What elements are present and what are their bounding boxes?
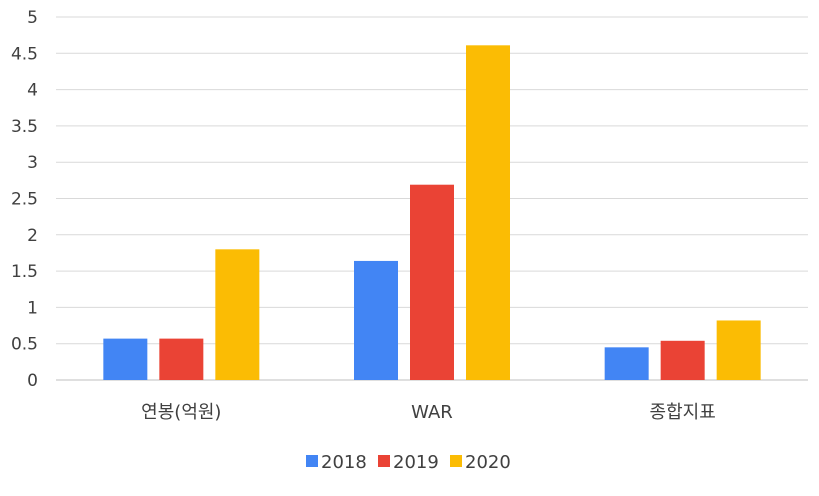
bars — [103, 45, 761, 381]
legend: 2018 2019 2020 — [306, 452, 511, 473]
y-axis-ticks: 0 0.5 1 1.5 2 2.5 3 3.5 4 4.5 5 — [11, 8, 38, 391]
y-tick-label: 4.5 — [11, 44, 38, 64]
y-tick-label: 3 — [27, 153, 38, 173]
legend-label: 2018 — [321, 452, 367, 473]
bar-2018-2 — [604, 347, 649, 380]
y-tick-label: 1 — [27, 298, 38, 318]
x-category-label: 연봉(억원) — [141, 402, 221, 423]
x-axis-categories: 연봉(억원) WAR 종합지표 — [141, 402, 716, 423]
bar-2019-1 — [410, 184, 454, 380]
x-category-label: WAR — [411, 402, 453, 423]
y-tick-label: 3.5 — [11, 117, 38, 137]
bar-2020-2 — [716, 320, 761, 380]
y-tick-label: 0.5 — [11, 335, 38, 355]
y-tick-label: 4 — [27, 81, 38, 101]
bar-2019-2 — [660, 340, 705, 380]
x-category-label: 종합지표 — [650, 402, 716, 423]
y-tick-label: 5 — [27, 8, 38, 28]
legend-swatch-2018 — [306, 455, 318, 467]
bar-2018-1 — [354, 260, 398, 380]
y-tick-label: 0 — [27, 371, 38, 391]
bar-2020-0 — [215, 249, 260, 380]
legend-label: 2019 — [393, 452, 439, 473]
legend-swatch-2020 — [450, 455, 462, 467]
legend-label: 2020 — [465, 452, 511, 473]
y-tick-label: 2.5 — [11, 190, 38, 210]
bar-2018-0 — [103, 338, 148, 380]
bar-2020-1 — [466, 45, 510, 381]
y-tick-label: 2 — [27, 226, 38, 246]
legend-swatch-2019 — [378, 455, 390, 467]
y-tick-label: 1.5 — [11, 262, 38, 282]
bar-2019-0 — [159, 338, 204, 380]
